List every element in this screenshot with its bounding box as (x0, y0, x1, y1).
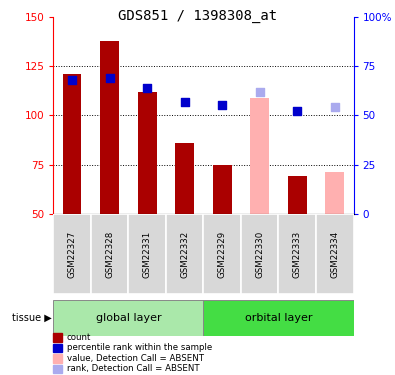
Text: GSM22329: GSM22329 (218, 231, 227, 278)
Text: rank, Detection Call = ABSENT: rank, Detection Call = ABSENT (67, 364, 199, 374)
Text: GSM22327: GSM22327 (68, 230, 77, 278)
Point (219, 102, 226, 108)
Point (144, 85, 150, 91)
Point (69, 77, 75, 83)
Bar (91, 214, 128, 294)
Bar (166, 214, 203, 294)
Text: orbital layer: orbital layer (245, 313, 312, 323)
Bar (213, 165, 231, 214)
Text: GDS851 / 1398308_at: GDS851 / 1398308_at (118, 9, 277, 23)
Point (107, 75, 113, 81)
Bar (63, 74, 81, 214)
Point (257, 89, 263, 95)
Bar (53, 300, 203, 336)
Bar (203, 300, 354, 336)
Bar (250, 98, 269, 214)
Bar (175, 143, 194, 214)
Text: percentile rank within the sample: percentile rank within the sample (67, 344, 212, 352)
Text: count: count (67, 333, 91, 342)
Bar (203, 214, 241, 294)
Text: value, Detection Call = ABSENT: value, Detection Call = ABSENT (67, 354, 204, 363)
Point (294, 108, 301, 114)
Bar (316, 214, 354, 294)
Point (332, 104, 338, 110)
Bar (325, 172, 344, 214)
Bar (288, 176, 307, 214)
Bar (241, 214, 278, 294)
Bar (100, 40, 119, 214)
Text: GSM22331: GSM22331 (143, 230, 152, 278)
Bar (53, 214, 91, 294)
Text: GSM22334: GSM22334 (330, 230, 339, 278)
Bar (128, 214, 166, 294)
Text: global layer: global layer (96, 313, 161, 323)
Text: GSM22333: GSM22333 (293, 230, 302, 278)
Text: tissue ▶: tissue ▶ (11, 313, 51, 323)
Text: GSM22328: GSM22328 (105, 230, 114, 278)
Point (182, 99, 188, 105)
Bar (138, 92, 156, 214)
Text: GSM22332: GSM22332 (180, 230, 189, 278)
Bar (278, 214, 316, 294)
Text: GSM22330: GSM22330 (255, 230, 264, 278)
